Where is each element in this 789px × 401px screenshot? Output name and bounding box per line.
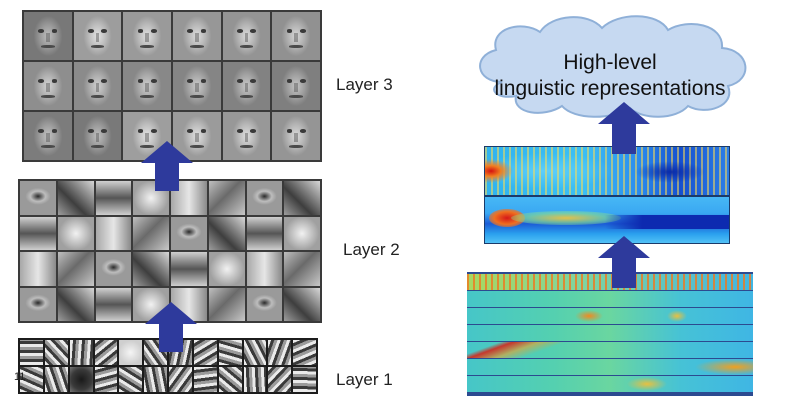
feature-map-row [467, 274, 753, 290]
part-feature-tile [284, 181, 320, 215]
part-feature-tile [284, 287, 320, 321]
part-feature-tile [133, 216, 169, 250]
face-feature-tile [272, 62, 320, 110]
part-feature-tile [95, 216, 132, 250]
face-feature-tile [222, 62, 271, 110]
face-feature-tile [123, 62, 171, 110]
edge-filter-tile [293, 340, 316, 365]
face-feature-tile [173, 112, 221, 160]
face-feature-tile [173, 62, 221, 110]
face-feature-tile [173, 12, 221, 60]
face-feature-tile [73, 112, 122, 160]
cloud-shape [479, 15, 747, 118]
edge-filter-tile [243, 367, 267, 392]
feature-map-row [467, 342, 753, 358]
face-feature-tile [24, 112, 72, 160]
edge-filter-tile [94, 367, 118, 392]
mid-level-spectrogram [484, 196, 730, 244]
layer1-label: Layer 1 [336, 370, 393, 389]
part-feature-tile [284, 252, 320, 286]
part-feature-tile [57, 287, 94, 321]
feature-map-row [467, 376, 753, 392]
edge-filter-tile [69, 340, 93, 365]
edge-filter-tile [169, 367, 192, 392]
edge-filter-tile [119, 367, 143, 392]
part-feature-tile [95, 252, 132, 286]
edge-filter-tile [218, 340, 242, 365]
cloud-caption: High-level linguistic representations [460, 50, 760, 102]
face-feature-tile [222, 12, 271, 60]
part-feature-tile [208, 287, 245, 321]
high-level-spectrogram [484, 146, 730, 196]
layer2-label: Layer 2 [343, 240, 400, 259]
up-arrow-icon [145, 302, 197, 352]
part-feature-tile [57, 181, 94, 215]
cloud-caption-line1: High-level [563, 51, 657, 74]
feature-map-row [467, 359, 753, 375]
layer1-edge-filters-grid [18, 338, 318, 394]
part-feature-tile [57, 216, 94, 250]
up-arrow-icon [141, 141, 193, 191]
page-number: 11 [14, 371, 26, 383]
face-feature-tile [24, 12, 72, 60]
part-feature-tile [95, 181, 132, 215]
low-level-feature-map [467, 272, 753, 396]
part-feature-tile [57, 252, 94, 286]
up-arrow-icon [598, 236, 650, 288]
edge-filter-tile [44, 340, 68, 365]
part-feature-tile [95, 287, 132, 321]
part-feature-tile [171, 252, 207, 286]
part-feature-tile [171, 216, 207, 250]
part-feature-tile [20, 216, 56, 250]
face-feature-tile [73, 62, 122, 110]
layer3-label: Layer 3 [336, 75, 393, 94]
up-arrow-icon [598, 102, 650, 154]
part-feature-tile [246, 287, 283, 321]
part-feature-tile [20, 252, 56, 286]
edge-filter-tile [193, 340, 217, 365]
edge-filter-tile [44, 367, 68, 392]
face-feature-tile [123, 112, 171, 160]
part-feature-tile [208, 216, 245, 250]
edge-filter-tile [268, 340, 292, 365]
edge-filter-tile [193, 367, 217, 392]
edge-filter-tile [20, 367, 43, 392]
part-feature-tile [20, 287, 56, 321]
edge-filter-tile [94, 340, 118, 365]
feature-map-row [467, 291, 753, 307]
part-feature-tile [246, 181, 283, 215]
face-feature-tile [24, 62, 72, 110]
edge-filter-tile [144, 367, 167, 392]
edge-filter-tile [218, 367, 242, 392]
layer3-face-features-grid [22, 10, 322, 162]
feature-map-row [467, 325, 753, 341]
face-feature-tile [222, 112, 271, 160]
edge-filter-tile [119, 340, 143, 365]
edge-filter-tile [293, 367, 316, 392]
edge-filter-tile [20, 340, 43, 365]
part-feature-tile [20, 181, 56, 215]
cloud-caption-line2: linguistic representations [494, 77, 726, 100]
part-feature-tile [133, 252, 169, 286]
part-feature-tile [246, 216, 283, 250]
face-feature-tile [272, 112, 320, 160]
part-feature-tile [208, 181, 245, 215]
face-feature-tile [123, 12, 171, 60]
face-feature-tile [73, 12, 122, 60]
part-feature-tile [284, 216, 320, 250]
part-feature-tile [208, 252, 245, 286]
edge-filter-tile [268, 367, 292, 392]
face-feature-tile [272, 12, 320, 60]
feature-map-row [467, 308, 753, 324]
edge-filter-tile [69, 367, 93, 392]
part-feature-tile [246, 252, 283, 286]
edge-filter-tile [243, 340, 267, 365]
